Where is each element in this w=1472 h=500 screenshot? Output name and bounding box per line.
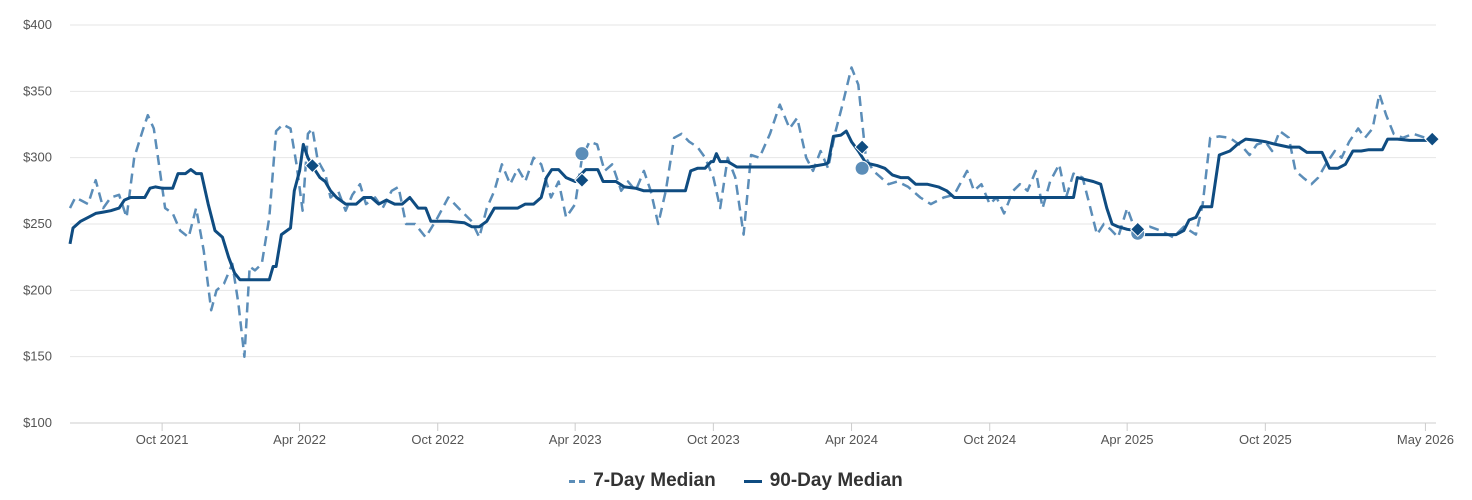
x-tick-label: Apr 2022	[273, 432, 326, 447]
marker-diamond	[304, 157, 321, 174]
marker-diamond	[1424, 131, 1440, 147]
x-tick-label: Oct 2023	[687, 432, 740, 447]
y-tick-label: $400	[23, 17, 52, 32]
y-tick-label: $250	[23, 216, 52, 231]
legend-label: 7-Day Median	[593, 470, 716, 491]
chart-legend: 7-Day Median 90-Day Median	[0, 466, 1472, 496]
x-tick-label: May 2026	[1397, 432, 1454, 447]
series-line-90-day-median	[68, 129, 1429, 282]
legend-swatch-dashed	[569, 479, 586, 483]
x-tick-label: Apr 2023	[549, 432, 602, 447]
marker-circle	[574, 146, 590, 162]
x-tick-label: Apr 2024	[825, 432, 878, 447]
grid-lines	[70, 24, 1436, 424]
series-lines	[68, 66, 1429, 358]
data-markers	[304, 131, 1440, 241]
legend-swatch-solid	[743, 479, 762, 483]
legend-label: 90-Day Median	[769, 470, 903, 491]
x-tick-label: Oct 2024	[963, 432, 1016, 447]
y-tick-label: $200	[23, 282, 52, 297]
x-tick-label: Oct 2022	[411, 432, 464, 447]
y-tick-label: $300	[23, 150, 52, 165]
marker-circle	[854, 160, 870, 176]
y-tick-label: $350	[23, 83, 52, 98]
legend-item-7-day-median[interactable]: 7-Day Median	[569, 470, 716, 492]
marker-diamond	[854, 139, 870, 155]
marker-diamond	[574, 172, 590, 188]
y-tick-label: $150	[23, 349, 52, 364]
x-tick-label: Apr 2025	[1101, 432, 1154, 447]
legend-item-90-day-median[interactable]: 90-Day Median	[743, 470, 903, 492]
x-axis: Oct 2021 Apr 2022 Oct 2022 Apr 2023 Oct 2023…	[136, 423, 1454, 447]
x-tick-label: Oct 2021	[136, 432, 189, 447]
x-tick-label: Oct 2025	[1239, 432, 1292, 447]
y-axis: $100 $150 $200 $250 $300 $350 $400	[23, 17, 52, 430]
marker-diamond	[1130, 221, 1146, 238]
y-tick-label: $100	[23, 415, 52, 430]
series-line-7-day-median	[68, 66, 1426, 358]
